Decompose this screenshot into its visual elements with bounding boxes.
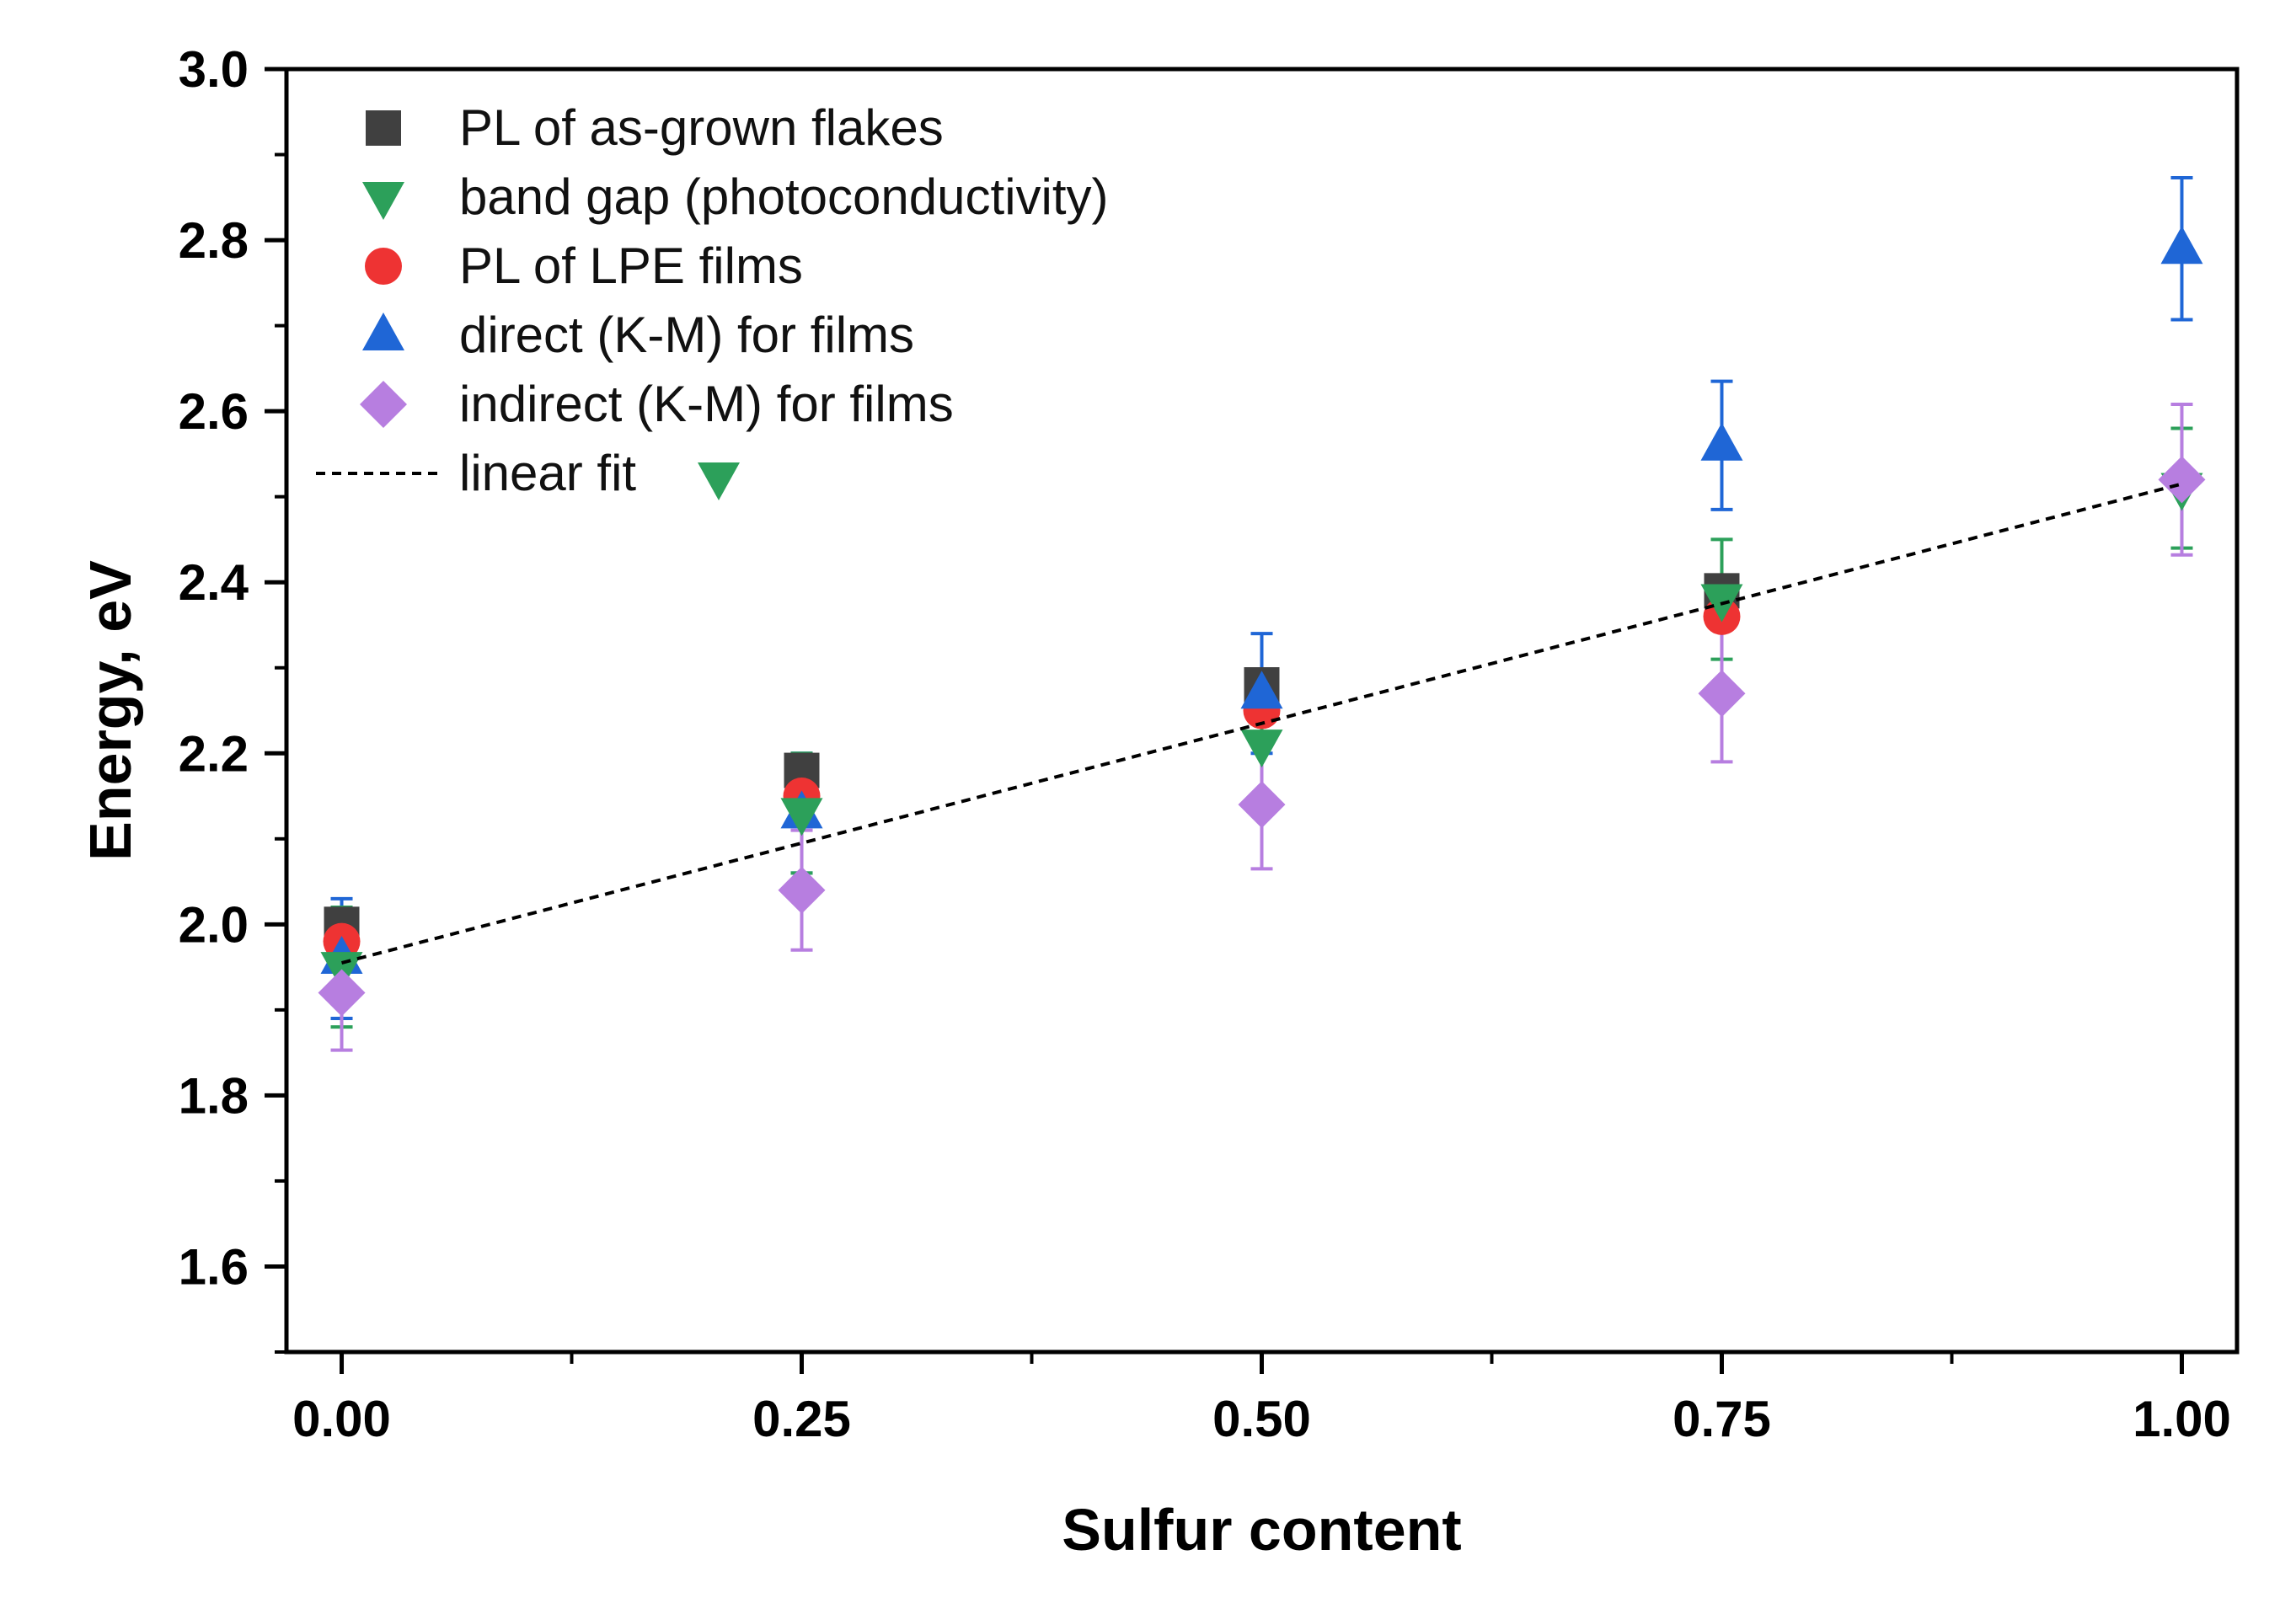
legend-marker-indirect-k-m-for-films: [360, 381, 407, 428]
data-point: [2160, 226, 2203, 265]
legend-label-indirect-k-m-for-films: indirect (K-M) for films: [459, 376, 954, 432]
legend-marker-pl-of-lpe-films: [365, 248, 402, 285]
data-point: [1238, 781, 1286, 829]
plot-area: [318, 175, 2206, 1052]
axis-ticks: [265, 67, 2184, 1374]
y-tick-label: 1.6: [179, 1238, 249, 1295]
data-point: [1700, 422, 1743, 461]
legend-label-pl-of-lpe-films: PL of LPE films: [459, 238, 803, 294]
legend-label-band-gap-photoconductivity: band gap (photoconductivity): [459, 168, 1109, 225]
data-point: [1240, 671, 1283, 709]
linear-fit-line: [341, 482, 2182, 965]
legend: PL of as-grown flakes band gap (photocond…: [316, 99, 1109, 501]
legend-label-linear-fit: linear fit: [459, 445, 636, 501]
y-tick-label: 2.4: [179, 554, 249, 611]
legend-marker-direct-k-m-for-films: [362, 313, 404, 350]
data-point: [778, 866, 826, 914]
data-point: [1240, 730, 1283, 768]
data-point: [780, 798, 823, 836]
legend-fit-series-marker: [698, 462, 740, 500]
x-tick-label: 1.00: [2133, 1391, 2231, 1447]
x-tick-label: 0.75: [1672, 1391, 1771, 1447]
data-point: [318, 969, 366, 1017]
x-tick-label: 0.50: [1212, 1391, 1311, 1447]
y-tick-label: 1.8: [179, 1067, 249, 1124]
y-tick-label: 2.8: [179, 212, 249, 269]
legend-marker-pl-of-as-grown-flakes: [366, 110, 401, 146]
y-tick-label: 2.0: [179, 896, 249, 953]
x-tick-label: 0.00: [292, 1391, 391, 1447]
x-axis-label: Sulfur content: [1062, 1497, 1461, 1563]
legend-marker-band-gap-photoconductivity: [362, 182, 404, 220]
series-indirect-k-m-for-films: [318, 456, 2206, 1017]
x-tick-label: 0.25: [752, 1391, 851, 1447]
y-axis-label: Energy, eV: [78, 560, 143, 861]
y-tick-label: 2.6: [179, 383, 249, 440]
data-point: [1698, 670, 1746, 718]
y-tick-label: 3.0: [179, 41, 249, 98]
data-point: [2158, 456, 2206, 504]
legend-label-direct-k-m-for-films: direct (K-M) for films: [459, 307, 914, 363]
legend-label-pl-of-as-grown-flakes: PL of as-grown flakes: [459, 99, 944, 156]
y-tick-label: 2.2: [179, 725, 249, 782]
axis-tick-labels: 1.6 1.8 2.0 2.2 2.4 2.6 2.8 3.0 0.00 0.25 0.50 0.75…: [179, 41, 2231, 1447]
